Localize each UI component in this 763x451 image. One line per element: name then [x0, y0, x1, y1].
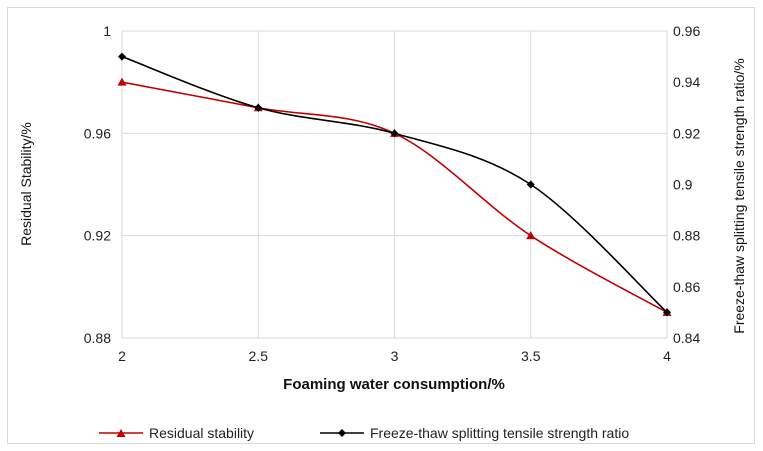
y-right-tick-label: 0.9 [673, 177, 693, 193]
x-axis-title: Foaming water consumption/% [283, 376, 505, 393]
legend-label-residual-stability: Residual stability [149, 425, 254, 441]
legend-label-freeze-thaw: Freeze-thaw splitting tensile strength r… [370, 425, 629, 441]
data-point-freeze-thaw-1 [254, 103, 263, 112]
y-left-tick-label: 1 [103, 23, 111, 39]
y-right-tick-label: 0.88 [673, 228, 700, 244]
series-line-residual-stability [121, 81, 668, 314]
y-left-tick-label: 0.96 [84, 125, 111, 141]
y-left-tick-labels: 0.88 0.92 0.96 1 [84, 23, 111, 346]
series-markers [117, 52, 672, 317]
legend: Residual stability Freeze-thaw splitting… [99, 425, 629, 441]
x-tick-label: 3.5 [521, 348, 541, 364]
y-right-tick-label: 0.94 [673, 74, 700, 90]
y-right-tick-label: 0.84 [673, 330, 700, 346]
grid-lines [121, 30, 668, 339]
legend-marker-diamond [338, 429, 346, 437]
y-right-tick-label: 0.96 [673, 23, 700, 39]
x-tick-label: 2 [118, 348, 126, 364]
x-tick-labels: 2 2.5 3 3.5 4 [118, 348, 671, 364]
y-right-tick-label: 0.92 [673, 125, 700, 141]
y-right-tick-labels: 0.84 0.86 0.88 0.9 0.92 0.94 0.96 [673, 23, 700, 346]
x-tick-label: 2.5 [249, 348, 269, 364]
y-left-tick-label: 0.88 [84, 330, 111, 346]
data-point-residual-stability-3 [526, 231, 536, 240]
chart-frame [7, 7, 755, 444]
x-tick-label: 4 [663, 348, 671, 364]
data-point-freeze-thaw-0 [118, 52, 126, 61]
y-left-axis-title: Residual Stability/% [18, 122, 34, 246]
data-point-residual-stability-0 [117, 77, 127, 86]
data-point-freeze-thaw-4 [663, 308, 671, 317]
y-right-tick-label: 0.86 [673, 279, 700, 295]
legend-marker-triangle [116, 429, 126, 437]
data-point-freeze-thaw-2 [390, 129, 399, 138]
y-left-tick-label: 0.92 [84, 228, 111, 244]
data-point-freeze-thaw-3 [526, 180, 535, 189]
x-tick-label: 3 [391, 348, 399, 364]
y-right-axis-title: Freeze-thaw splitting tensile strength r… [731, 58, 747, 333]
